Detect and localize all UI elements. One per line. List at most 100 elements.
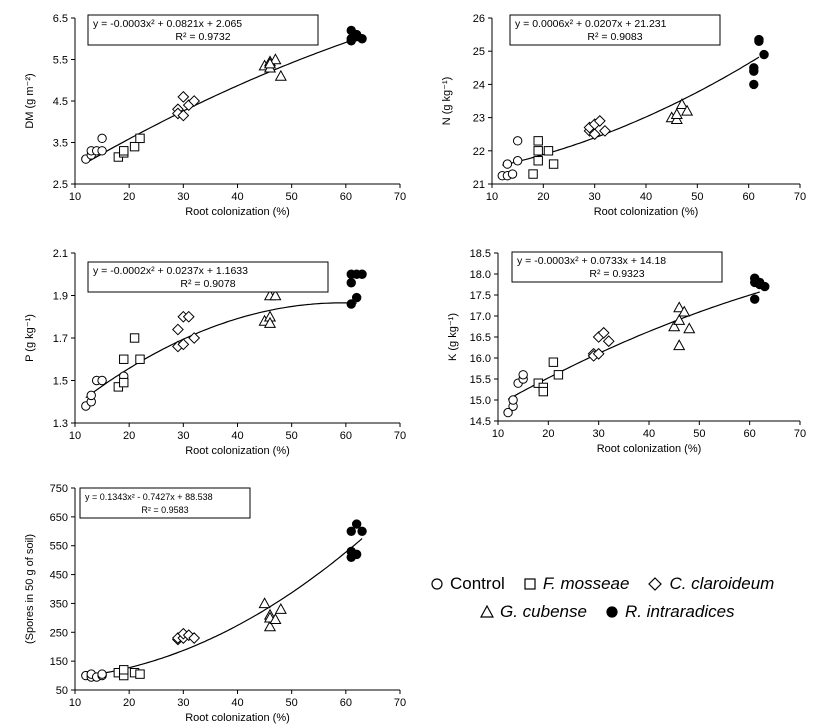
x-tick-label: 20: [123, 430, 135, 442]
data-point: [518, 370, 528, 380]
diamond-open-icon: [648, 577, 663, 591]
x-tick-label: 50: [286, 697, 298, 709]
data-point: [269, 613, 282, 624]
legend-label-r-intraradices: R. intraradices: [624, 602, 735, 621]
data-point: [548, 159, 559, 169]
data-point: [670, 108, 683, 119]
y-tick-label: 23: [473, 113, 485, 125]
data-point: [507, 169, 518, 179]
data-point: [274, 69, 287, 81]
x-tick-label: 70: [394, 430, 406, 442]
data-point: [346, 278, 356, 288]
y-tick-label: 25: [473, 46, 485, 58]
data-point: [135, 133, 145, 144]
y-tick-label: 650: [50, 512, 68, 524]
data-point: [263, 57, 277, 69]
y-tick-label: 17.0: [470, 311, 491, 323]
data-point: [263, 620, 277, 632]
data-point: [357, 269, 367, 279]
y-tick-label: 21: [473, 179, 485, 191]
y-tick-label: 350: [50, 598, 68, 610]
y-tick-label: 17.5: [470, 290, 491, 302]
legend-row-1: Control F. mosseae C. claroideum: [430, 570, 830, 598]
y-tick-label: 1.9: [53, 291, 68, 303]
chart-panel-spores: 10 20 30 40 50 60 70 50 150 250 350 450 550 650 750 Roo…: [24, 483, 406, 724]
data-point: [593, 115, 606, 127]
x-axis-label: Root colonization (%): [185, 445, 290, 457]
y-tick-label: 16.0: [470, 353, 491, 365]
y-tick-label: 2.1: [53, 248, 68, 260]
x-tick-label: 60: [744, 428, 756, 440]
y-tick-label: 6.5: [53, 13, 68, 25]
legend-label-f-mosseae: F. mosseae: [542, 574, 630, 593]
data-point: [119, 354, 129, 364]
y-tick-label: 1.5: [53, 376, 68, 388]
data-point: [182, 310, 195, 323]
circle-filled-icon: [606, 606, 618, 618]
square-open-icon: [524, 578, 536, 590]
x-tick-label: 40: [643, 428, 655, 440]
r-squared: R² = 0.9083: [587, 31, 642, 43]
x-tick-label: 10: [492, 428, 504, 440]
y-axis-label: P (g kg⁻¹): [24, 314, 36, 362]
data-point: [538, 386, 548, 397]
data-point: [681, 104, 694, 116]
trendline: [85, 538, 363, 677]
legend-label-control: Control: [450, 574, 505, 593]
data-point: [553, 370, 564, 380]
y-tick-label: 22: [473, 146, 485, 158]
data-point: [135, 354, 145, 364]
data-point: [543, 146, 554, 156]
trendline: [507, 291, 760, 400]
data-point: [177, 338, 190, 351]
x-tick-label: 20: [123, 697, 135, 709]
y-tick-label: 2.5: [53, 179, 68, 191]
data-point: [129, 141, 140, 152]
data-point: [602, 335, 615, 348]
data-point: [673, 313, 686, 325]
data-point: [177, 90, 190, 103]
y-tick-label: 1.3: [53, 418, 68, 430]
r-squared: R² = 0.9078: [180, 278, 235, 290]
y-tick-label: 4.5: [53, 96, 68, 108]
data-point: [749, 79, 759, 90]
data-point: [749, 66, 759, 76]
data-point: [263, 316, 277, 328]
data-point: [346, 299, 356, 309]
circle-open-icon: [431, 578, 443, 590]
legend-row-2: G. cubense R. intraradices: [430, 598, 830, 626]
legend-label-c-claroideum: C. claroideum: [669, 574, 775, 593]
legend-item-f-mosseae: F. mosseae: [523, 574, 630, 594]
data-point: [346, 34, 356, 44]
data-point: [351, 519, 362, 529]
data-point: [750, 294, 760, 304]
data-point: [592, 347, 605, 360]
data-point: [533, 156, 543, 166]
legend-item-g-cubense: G. cubense: [480, 602, 587, 622]
fit-equation: y = -0.0002x² + 0.0237x + 1.1633: [93, 265, 248, 277]
data-point: [673, 339, 686, 351]
x-tick-label: 20: [123, 191, 135, 203]
data-point: [597, 326, 610, 339]
x-tick-label: 50: [691, 191, 703, 203]
x-tick-label: 70: [394, 191, 406, 203]
y-tick-label: 150: [50, 656, 68, 668]
data-point: [502, 159, 513, 169]
y-tick-label: 26: [473, 13, 485, 25]
data-point: [188, 332, 201, 344]
x-tick-label: 30: [177, 191, 189, 203]
data-point: [760, 281, 770, 292]
y-tick-label: 750: [50, 483, 68, 495]
x-tick-label: 40: [231, 430, 243, 442]
y-tick-label: 3.5: [53, 138, 68, 150]
data-point: [357, 526, 367, 536]
x-tick-label: 20: [537, 191, 549, 203]
y-axis-label: N (g kg⁻¹): [441, 77, 453, 126]
x-tick-label: 60: [340, 430, 352, 442]
y-tick-label: 450: [50, 570, 68, 582]
trendline: [85, 38, 357, 164]
y-tick-label: 14.5: [470, 416, 491, 428]
data-point: [97, 146, 107, 156]
x-tick-label: 40: [640, 191, 652, 203]
data-point: [119, 665, 129, 675]
